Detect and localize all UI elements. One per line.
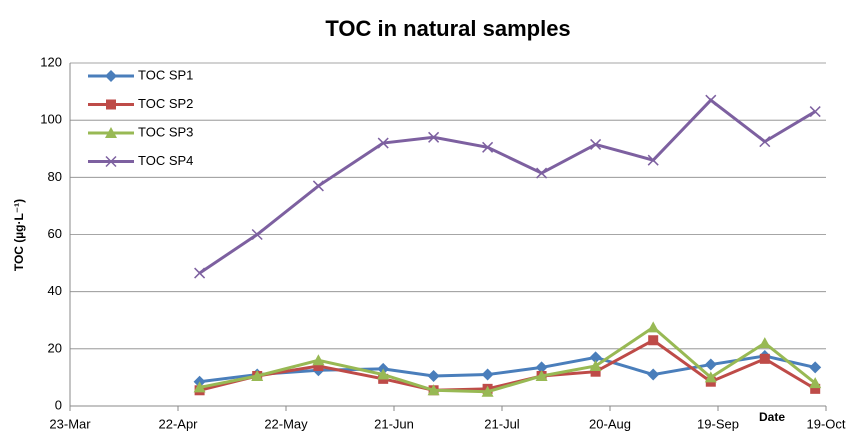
y-tick-label: 100 [40, 112, 62, 127]
marker [427, 369, 440, 382]
marker [428, 131, 440, 143]
marker [647, 321, 660, 333]
x-tick-label: 22-May [264, 416, 308, 431]
y-tick-label: 60 [48, 226, 62, 241]
y-tick-label: 40 [48, 283, 62, 298]
marker [589, 351, 602, 364]
series-line [199, 354, 816, 384]
x-axis-label: Date [759, 410, 785, 424]
x-tick-label: 22-Apr [158, 416, 198, 431]
x-tick-label: 21-Jun [374, 416, 414, 431]
chart-title: TOC in natural samples [325, 16, 570, 41]
series-line [199, 338, 816, 392]
legend-label: TOC SP2 [138, 96, 193, 111]
marker [647, 368, 660, 381]
marker [535, 361, 548, 374]
marker [704, 358, 717, 371]
marker [758, 337, 771, 349]
y-tick-label: 20 [48, 340, 62, 355]
marker [809, 106, 821, 118]
marker [194, 267, 206, 279]
marker [106, 99, 116, 110]
marker [647, 154, 659, 166]
marker [590, 366, 601, 377]
marker [105, 155, 117, 168]
legend-label: TOC SP1 [138, 67, 193, 82]
marker [481, 368, 494, 381]
marker [482, 141, 494, 153]
marker [590, 138, 602, 150]
marker [759, 353, 770, 364]
marker [312, 180, 324, 192]
x-tick-label: 20-Aug [589, 416, 631, 431]
marker [705, 94, 717, 106]
marker [589, 359, 602, 371]
x-tick-label: 21-Jul [484, 416, 520, 431]
series-line [199, 325, 817, 394]
marker [377, 368, 390, 380]
marker [427, 384, 440, 396]
x-tick-label: 23-Mar [49, 416, 91, 431]
marker [312, 354, 325, 366]
marker [105, 70, 117, 82]
marker [251, 369, 264, 381]
marker [648, 335, 659, 346]
marker [536, 167, 548, 179]
legend-label: TOC SP4 [138, 153, 193, 168]
x-tick-label: 19-Oct [806, 416, 845, 431]
y-tick-label: 80 [48, 169, 62, 184]
marker [251, 228, 263, 241]
marker [809, 361, 822, 374]
marker [704, 371, 717, 383]
y-axis-label: TOC (µg·L⁻¹) [12, 199, 26, 271]
y-tick-label: 0 [55, 397, 62, 412]
marker [481, 385, 494, 397]
marker [810, 383, 821, 394]
marker [193, 381, 206, 393]
marker [377, 137, 389, 149]
series-line [198, 98, 816, 275]
marker [759, 136, 771, 148]
marker [535, 369, 548, 381]
y-tick-label: 120 [40, 54, 62, 69]
legend-label: TOC SP3 [138, 124, 193, 139]
x-tick-label: 19-Sep [697, 416, 739, 431]
marker [105, 127, 117, 138]
marker [809, 377, 822, 389]
marker [313, 360, 324, 371]
